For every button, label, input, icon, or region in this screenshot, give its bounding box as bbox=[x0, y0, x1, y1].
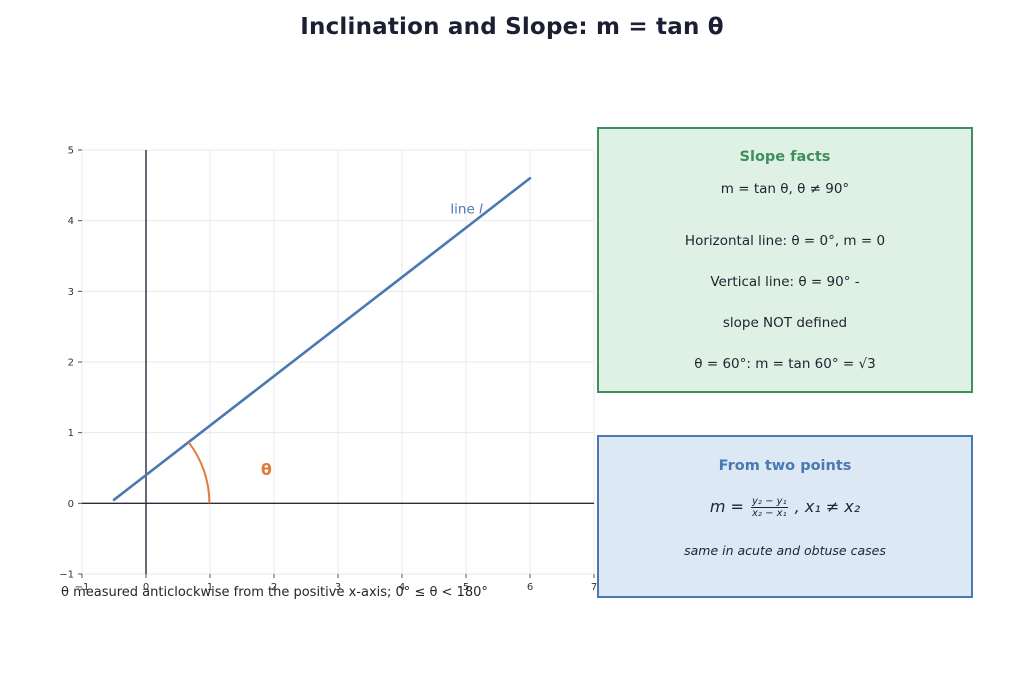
x-tick-label: 2 bbox=[271, 582, 277, 593]
formula-numerator: y₂ − y₁ bbox=[750, 496, 788, 508]
slope-facts-title: Slope facts bbox=[739, 149, 831, 165]
y-tick-label: 1 bbox=[68, 428, 74, 439]
y-tick-label: 4 bbox=[68, 216, 74, 227]
series bbox=[112, 176, 532, 502]
axes bbox=[82, 150, 594, 574]
y-tick-label: 3 bbox=[68, 287, 74, 298]
grid bbox=[81, 149, 595, 575]
fact-line: Horizontal line: θ = 0°, m = 0 bbox=[684, 233, 886, 249]
angle-caption: θ measured anticlockwise from the positi… bbox=[61, 585, 488, 600]
x-tick-label: 1 bbox=[207, 582, 213, 593]
x-tick-label: 6 bbox=[527, 582, 533, 593]
fact-line: slope NOT defined bbox=[722, 315, 848, 331]
formula-rhs: , x₁ ≠ x₂ bbox=[794, 497, 861, 516]
fact-line: Vertical line: θ = 90° - bbox=[710, 274, 860, 290]
x-tick-label: −1 bbox=[75, 582, 90, 593]
formula-fraction: y₂ − y₁ x₂ − x₁ bbox=[750, 496, 788, 519]
annotations: θ line l bbox=[187, 202, 483, 504]
x-tick-label: 3 bbox=[335, 582, 341, 593]
x-tick-label: 7 bbox=[591, 582, 597, 593]
x-tick-label: 4 bbox=[399, 582, 405, 593]
formula-lhs: m = bbox=[709, 497, 749, 516]
fact-line: m = tan θ, θ ≠ 90° bbox=[720, 181, 850, 197]
two-points-box: From two points m = y₂ − y₁ x₂ − x₁ , x₁… bbox=[597, 435, 973, 598]
slope-formula: m = y₂ − y₁ x₂ − x₁ , x₁ ≠ x₂ bbox=[599, 496, 971, 519]
y-tick-label: −1 bbox=[59, 570, 74, 581]
y-tick-label: 5 bbox=[68, 146, 74, 157]
slope-facts-box: Slope facts m = tan θ, θ ≠ 90° Horizonta… bbox=[597, 127, 973, 393]
fact-line: θ = 60°: m = tan 60° = √3 bbox=[694, 356, 876, 372]
angle-arc bbox=[187, 441, 211, 504]
x-tick-label: 5 bbox=[463, 582, 469, 593]
series-line-l bbox=[112, 176, 532, 502]
two-points-note: same in acute and obtuse cases bbox=[684, 543, 886, 558]
tick-labels: −1 0 1 2 3 4 5 6 7 −1 0 1 2 3 4 5 bbox=[59, 146, 597, 594]
two-points-title: From two points bbox=[718, 458, 852, 474]
page-title: Inclination and Slope: m = tan θ bbox=[300, 14, 724, 40]
y-tick-label: 0 bbox=[68, 499, 74, 510]
angle-theta-label: θ bbox=[261, 460, 272, 479]
line-l-label: line l bbox=[450, 202, 483, 218]
x-tick-label: 0 bbox=[143, 582, 149, 593]
y-tick-label: 2 bbox=[68, 358, 74, 369]
formula-denominator: x₂ − x₁ bbox=[751, 508, 787, 519]
